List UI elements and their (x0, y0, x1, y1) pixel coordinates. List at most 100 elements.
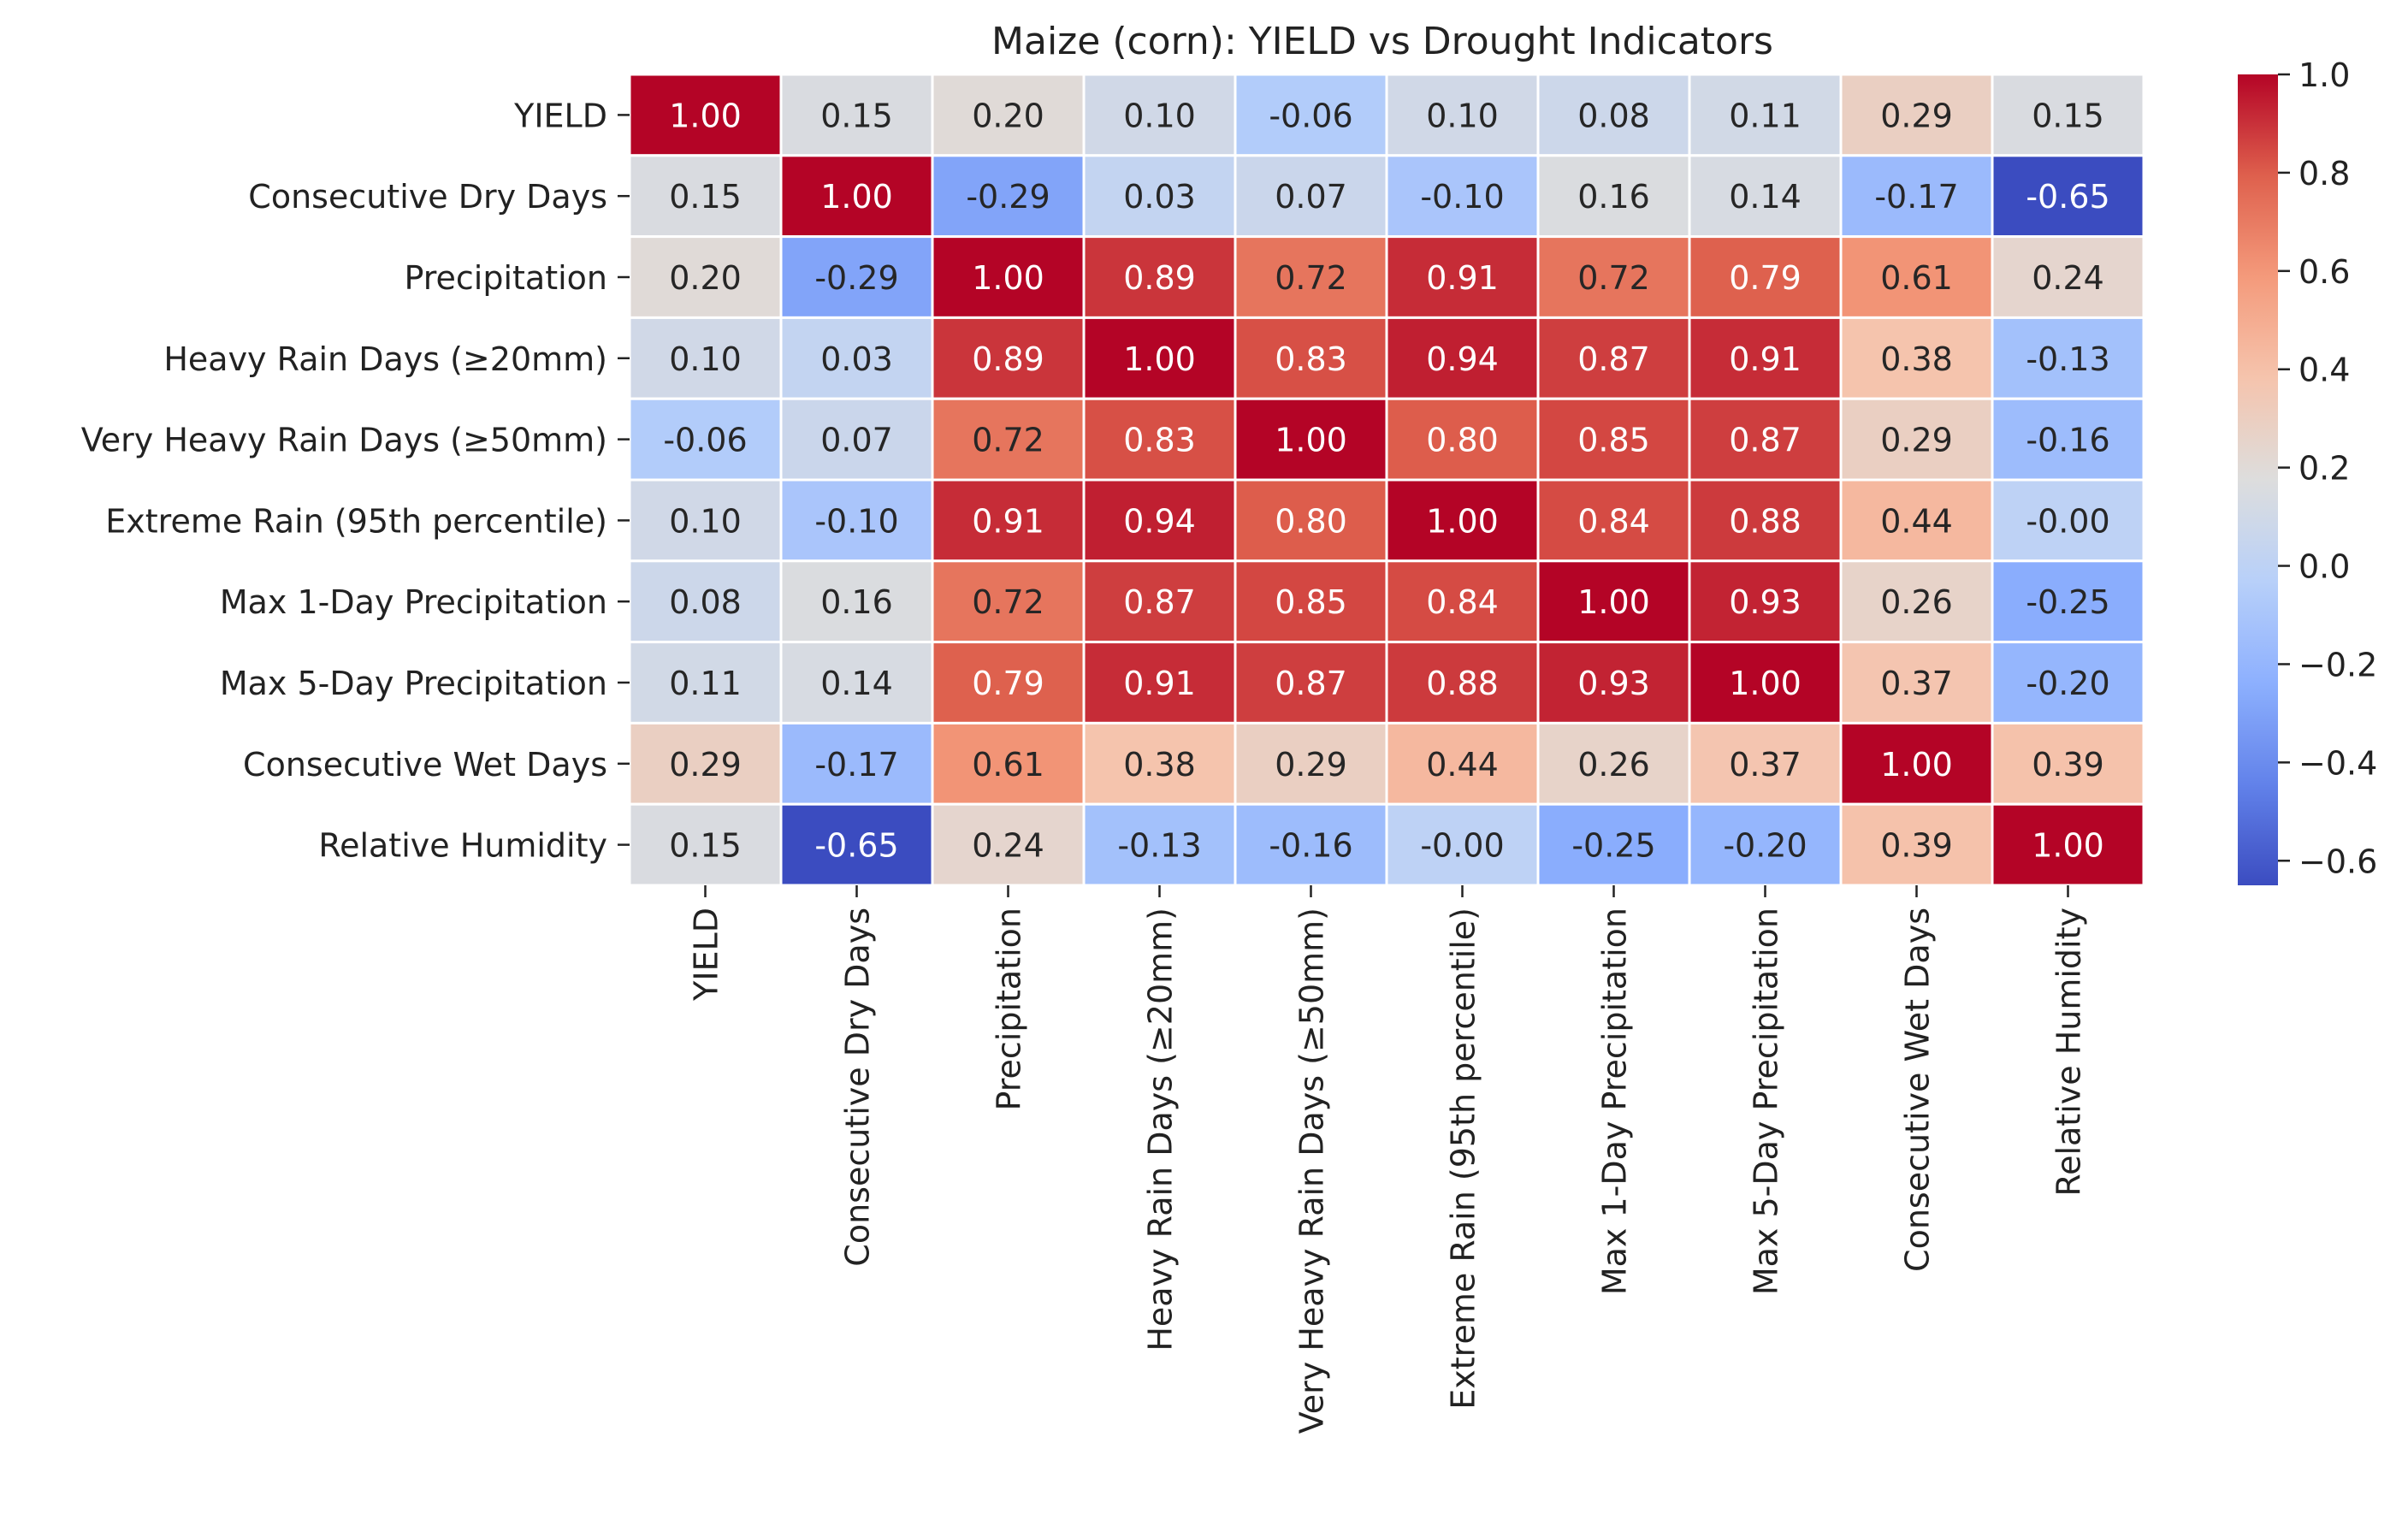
heatmap-cell (931, 235, 1086, 319)
cell-value-label: 0.38 (1123, 746, 1196, 784)
cell-value-label: 0.38 (1880, 340, 1953, 378)
y-tick-label: Very Heavy Rain Days (≥50mm) (81, 422, 607, 459)
heatmap-cell (1536, 397, 1691, 482)
cell-value-label: 0.87 (1729, 422, 1802, 459)
heatmap-cell (1991, 478, 2145, 563)
cell-value-label: 0.16 (1577, 178, 1650, 216)
cell-value-label: 0.29 (1880, 97, 1953, 134)
heatmap-cell (1839, 478, 1994, 563)
heatmap-cell (628, 316, 783, 400)
cell-value-label: -0.25 (2026, 583, 2109, 621)
cell-value-label: 0.20 (669, 259, 742, 297)
cell-value-label: 0.84 (1426, 583, 1499, 621)
heatmap-cell (1991, 73, 2145, 157)
heatmap-cell (1536, 721, 1691, 806)
cell-value-label: 0.24 (972, 827, 1044, 865)
y-tick-label: YIELD (513, 97, 607, 134)
cell-value-label: 0.84 (1577, 502, 1650, 540)
cell-value-label: 0.72 (1577, 259, 1650, 297)
cell-value-label: 0.03 (1123, 178, 1196, 216)
heatmap-cell (1234, 559, 1388, 644)
cell-value-label: -0.06 (1269, 97, 1352, 134)
cell-value-label: 0.61 (1880, 259, 1953, 297)
cell-value-label: 0.10 (1123, 97, 1196, 134)
cell-value-label: -0.29 (966, 178, 1050, 216)
heatmap-cell (1839, 641, 1994, 724)
cell-value-label: 0.29 (1880, 422, 1953, 459)
heatmap-cell (1839, 721, 1994, 806)
heatmap-cell (628, 235, 783, 319)
cell-value-label: 0.10 (669, 502, 742, 540)
cell-value-label: 0.80 (1275, 502, 1347, 540)
cell-value-label: 0.07 (1275, 178, 1347, 216)
cell-value-label: 1.00 (1275, 422, 1347, 459)
heatmap-cell (1385, 397, 1540, 482)
cell-value-label: 1.00 (1426, 502, 1499, 540)
heatmap-cell (1082, 559, 1237, 644)
cell-value-label: -0.00 (1420, 827, 1504, 865)
cell-value-label: 0.08 (1577, 97, 1650, 134)
cell-value-label: 0.72 (972, 422, 1044, 459)
cell-value-label: 0.87 (1577, 340, 1650, 378)
heatmap-cell (1234, 154, 1388, 239)
cell-value-label: 0.89 (1123, 259, 1196, 297)
cell-value-label: 0.03 (820, 340, 893, 378)
cell-value-label: 0.61 (972, 746, 1044, 784)
cell-value-label: 0.94 (1426, 340, 1499, 378)
cell-value-label: 0.15 (669, 827, 742, 865)
cell-value-label: 0.83 (1123, 422, 1196, 459)
colorbar-tick-label: −0.2 (2299, 646, 2377, 683)
heatmap-cell (628, 73, 783, 157)
cell-value-label: -0.06 (663, 422, 747, 459)
y-tick-label: Max 1-Day Precipitation (220, 583, 607, 621)
cell-value-label: -0.17 (814, 746, 898, 784)
heatmap-cell (931, 641, 1086, 724)
colorbar-tick-label: 0.8 (2299, 155, 2350, 192)
cell-value-label: 0.91 (1729, 340, 1802, 378)
cell-value-label: 0.85 (1275, 583, 1347, 621)
heatmap-cell (779, 641, 934, 724)
heatmap-cell (1082, 235, 1237, 319)
heatmap-cell (931, 73, 1086, 157)
heatmap-cell (1385, 154, 1540, 239)
colorbar-tick-label: 0.2 (2299, 450, 2350, 488)
heatmap-cell (779, 235, 934, 319)
chart-title: Maize (corn): YIELD vs Drought Indicator… (991, 20, 1773, 63)
heatmap-cell (1991, 397, 2145, 482)
y-tick-label: Max 5-Day Precipitation (220, 665, 607, 702)
heatmap-cell (1082, 478, 1237, 563)
cell-value-label: 0.15 (2032, 97, 2104, 134)
colorbar-tick-label: 0.0 (2299, 548, 2350, 586)
heatmap-cell (1991, 559, 2145, 644)
cell-value-label: 0.80 (1426, 422, 1499, 459)
y-tick-label: Consecutive Dry Days (248, 178, 607, 216)
cell-value-label: 0.72 (972, 583, 1044, 621)
heatmap-cell (1234, 721, 1388, 806)
y-tick-label: Extreme Rain (95th percentile) (105, 502, 607, 540)
heatmap-cell (1385, 802, 1540, 887)
cell-value-label: -0.00 (2026, 502, 2109, 540)
cell-value-label: 0.08 (669, 583, 742, 621)
x-tick-label: Heavy Rain Days (≥20mm) (1142, 908, 1180, 1351)
cell-value-label: 1.00 (1729, 665, 1802, 702)
heatmap-cell (1839, 802, 1994, 887)
cell-value-label: -0.65 (814, 827, 898, 865)
cell-value-label: 0.88 (1729, 502, 1802, 540)
heatmap-cell (628, 478, 783, 563)
x-tick-label: Very Heavy Rain Days (≥50mm) (1293, 908, 1331, 1434)
cell-value-label: 0.93 (1577, 665, 1650, 702)
x-tick-label: Max 1-Day Precipitation (1596, 908, 1634, 1295)
cell-value-label: 0.88 (1426, 665, 1499, 702)
cell-value-label: 1.00 (1880, 746, 1953, 784)
cell-value-label: 0.14 (1729, 178, 1802, 216)
heatmap-cell (1688, 478, 1843, 563)
cell-value-label: -0.65 (2026, 178, 2109, 216)
heatmap-cell (931, 802, 1086, 887)
colorbar: 1.0 0.8 0.6 0.4 0.2 0.0 −0.2 −0.4 −0.6 (2238, 56, 2377, 885)
heatmap-cell (1688, 73, 1843, 157)
heatmap-cell (931, 397, 1086, 482)
cell-value-label: 0.85 (1577, 422, 1650, 459)
cell-value-label: 0.91 (1426, 259, 1499, 297)
heatmap-cell (779, 73, 934, 157)
x-tick-label: Precipitation (991, 908, 1028, 1111)
